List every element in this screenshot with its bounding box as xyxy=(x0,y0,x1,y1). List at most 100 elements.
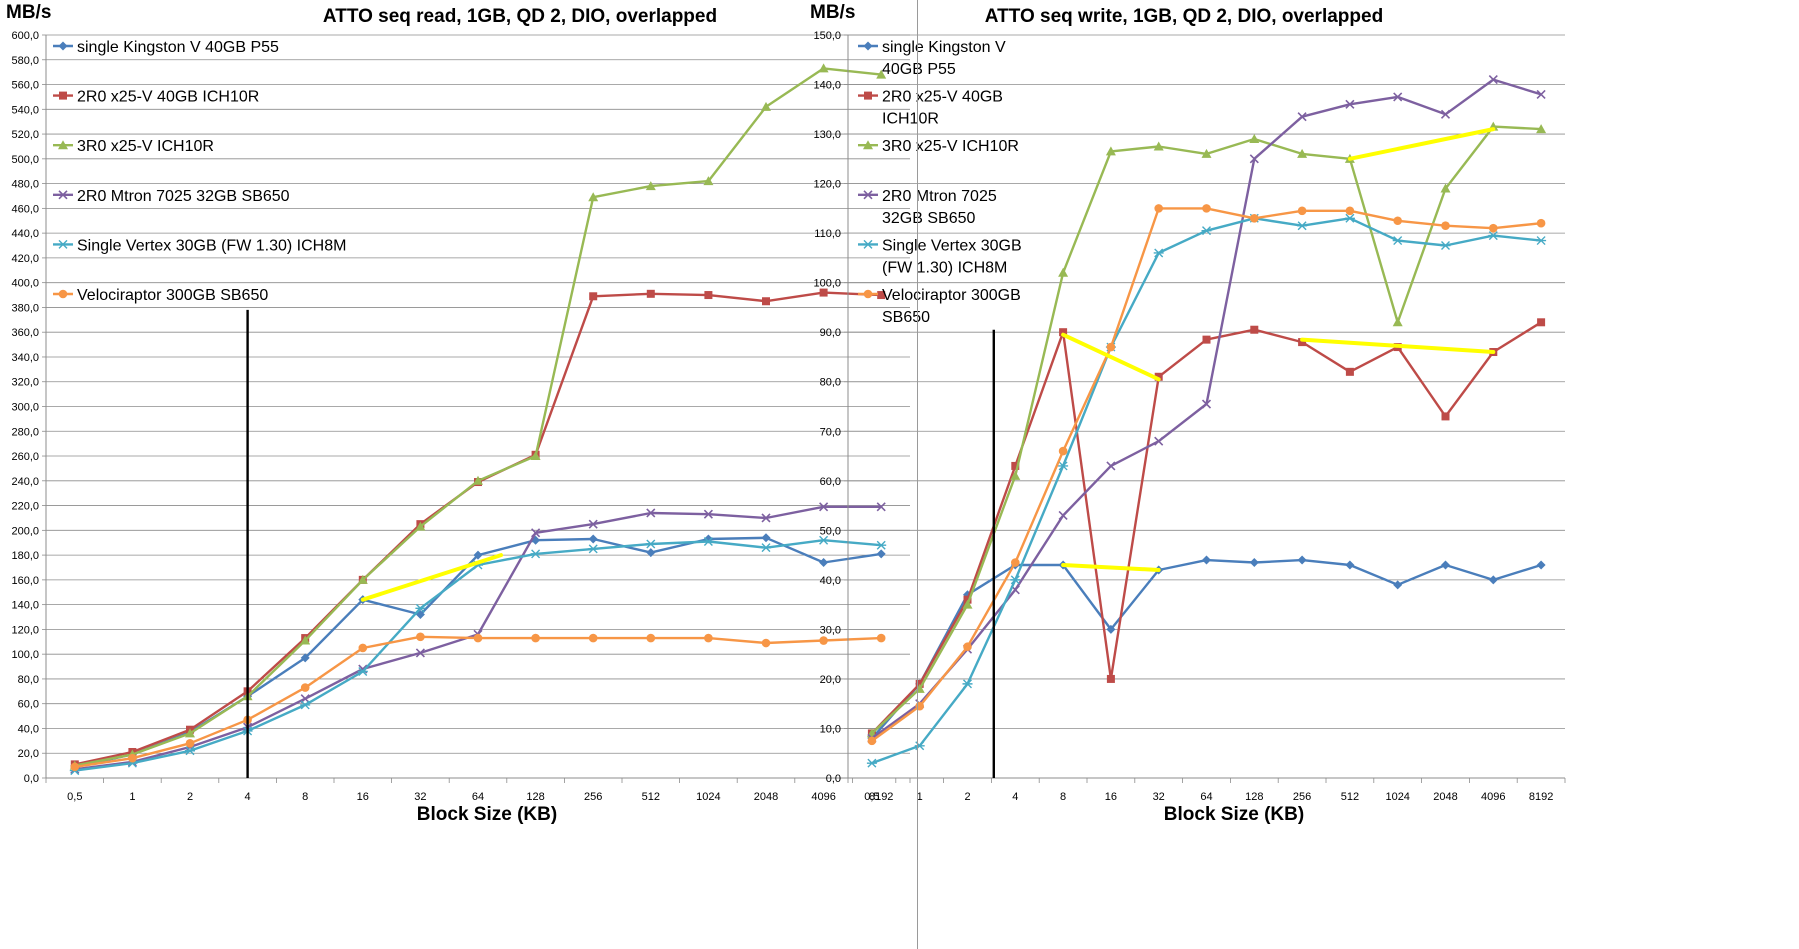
x-tick-label: 16 xyxy=(357,791,369,803)
data-point xyxy=(819,636,828,645)
data-point xyxy=(1489,223,1498,233)
data-point xyxy=(1392,317,1403,327)
x-tick-label: 512 xyxy=(642,791,660,803)
y-tick-label: 300,0 xyxy=(11,402,39,414)
x-tick-label: 0,5 xyxy=(864,791,879,803)
data-point xyxy=(416,632,425,642)
y-tick-label: 90,0 xyxy=(820,327,841,339)
data-point xyxy=(646,289,655,298)
y-tick-label: 140,0 xyxy=(11,600,39,612)
legend-item-3r0-x25-v-ich10r: 3R0 x25-V ICH10R xyxy=(858,138,1019,155)
legend-item-velociraptor-300gb-sb650: Velociraptor 300GB SB650 xyxy=(858,287,1021,326)
data-point xyxy=(646,548,656,558)
legend-item-2r0-x25-v-40gb-ich10r: 2R0 x25-V 40GB ICH10R xyxy=(53,89,259,106)
data-point xyxy=(761,513,771,523)
x-tick-label: 4 xyxy=(245,791,251,803)
data-point xyxy=(818,63,829,73)
data-point xyxy=(589,292,598,301)
data-point xyxy=(1106,624,1116,634)
data-point xyxy=(588,519,598,529)
x-tick-label: 256 xyxy=(1293,791,1311,803)
data-point xyxy=(876,502,886,512)
data-point xyxy=(1154,204,1163,213)
data-point xyxy=(1297,206,1307,216)
data-point xyxy=(185,728,195,738)
legend-marker xyxy=(58,41,68,51)
x-tick-label: 1 xyxy=(917,791,923,803)
y-tick-label: 400,0 xyxy=(11,278,39,290)
data-point xyxy=(1345,367,1354,376)
y-tick-label: 30,0 xyxy=(820,624,841,636)
legend-label: 2R0 x25-V 40GB xyxy=(882,89,1003,106)
data-point xyxy=(1201,399,1212,409)
y-tick-label: 320,0 xyxy=(11,377,39,389)
y-tick-label: 20,0 xyxy=(18,748,39,760)
data-point xyxy=(761,101,771,111)
data-point xyxy=(1345,99,1355,109)
x-tick-label: 1024 xyxy=(696,791,720,803)
y-tick-label: 200,0 xyxy=(11,525,39,537)
data-point xyxy=(1536,89,1546,100)
data-point xyxy=(300,635,311,645)
y-axis-unit-label: MB/s xyxy=(6,2,51,23)
data-point xyxy=(645,539,656,549)
data-point xyxy=(1440,109,1451,119)
y-tick-label: 440,0 xyxy=(11,228,39,240)
x-tick-label: 0,5 xyxy=(67,791,82,803)
legend-item-velociraptor-300gb-sb650: Velociraptor 300GB SB650 xyxy=(53,287,268,304)
legend-item-3r0-x25-v-ich10r: 3R0 x25-V ICH10R xyxy=(53,138,214,155)
data-point xyxy=(704,291,713,300)
data-point xyxy=(357,667,368,676)
series-2r0-x25-v-40gb-ich10r xyxy=(867,318,1546,738)
legend-marker xyxy=(863,140,873,150)
data-point xyxy=(1536,560,1546,570)
data-point xyxy=(1297,112,1307,122)
y-tick-label: 540,0 xyxy=(11,104,39,116)
data-point xyxy=(1249,154,1259,164)
highlight-segment xyxy=(1061,563,1161,572)
highlight-segment xyxy=(1300,337,1496,355)
legend-item-single-kingston-v-40gb-p55: single Kingston V 40GB P55 xyxy=(858,39,1006,78)
x-tick-label: 16 xyxy=(1105,791,1117,803)
data-point xyxy=(1202,555,1211,565)
data-point xyxy=(1488,231,1499,241)
x-tick-label: 256 xyxy=(584,791,602,803)
x-tick-label: 8192 xyxy=(1529,791,1553,803)
data-point xyxy=(70,762,80,772)
data-point xyxy=(473,550,483,560)
data-point xyxy=(1536,124,1547,134)
legend-marker xyxy=(59,91,67,100)
data-point xyxy=(1488,575,1498,585)
highlight-segment xyxy=(1347,127,1496,161)
chart-title: ATTO seq write, 1GB, QD 2, DIO, overlapp… xyxy=(985,6,1383,27)
data-point xyxy=(1250,213,1259,223)
data-point xyxy=(1058,461,1069,471)
data-point xyxy=(761,533,771,543)
data-point xyxy=(1441,412,1450,421)
legend-item-2r0-mtron-7025-32gb-sb650: 2R0 Mtron 7025 32GB SB650 xyxy=(858,188,997,227)
y-tick-label: 120,0 xyxy=(813,179,841,191)
data-point xyxy=(415,521,426,531)
y-tick-label: 460,0 xyxy=(11,203,39,215)
data-point xyxy=(761,543,771,553)
legend-marker xyxy=(863,41,873,51)
data-point xyxy=(818,535,829,545)
legend-label: single Kingston V xyxy=(882,39,1006,56)
x-tick-label: 2048 xyxy=(1433,791,1457,803)
data-point xyxy=(1058,446,1068,456)
data-point xyxy=(867,736,877,746)
y-tick-label: 520,0 xyxy=(11,129,39,141)
data-point xyxy=(703,509,713,519)
data-point xyxy=(1441,560,1450,570)
data-point xyxy=(531,633,540,643)
data-point xyxy=(1345,560,1355,570)
data-point xyxy=(876,540,887,550)
legend-label: 3R0 x25-V ICH10R xyxy=(882,138,1019,155)
data-point xyxy=(473,633,483,643)
y-tick-label: 20,0 xyxy=(820,674,841,686)
legend-label: 2R0 x25-V 40GB ICH10R xyxy=(77,89,259,106)
x-tick-label: 64 xyxy=(1200,791,1212,803)
series-velociraptor-300gb-sb650 xyxy=(867,204,1546,746)
data-point xyxy=(1249,558,1259,568)
